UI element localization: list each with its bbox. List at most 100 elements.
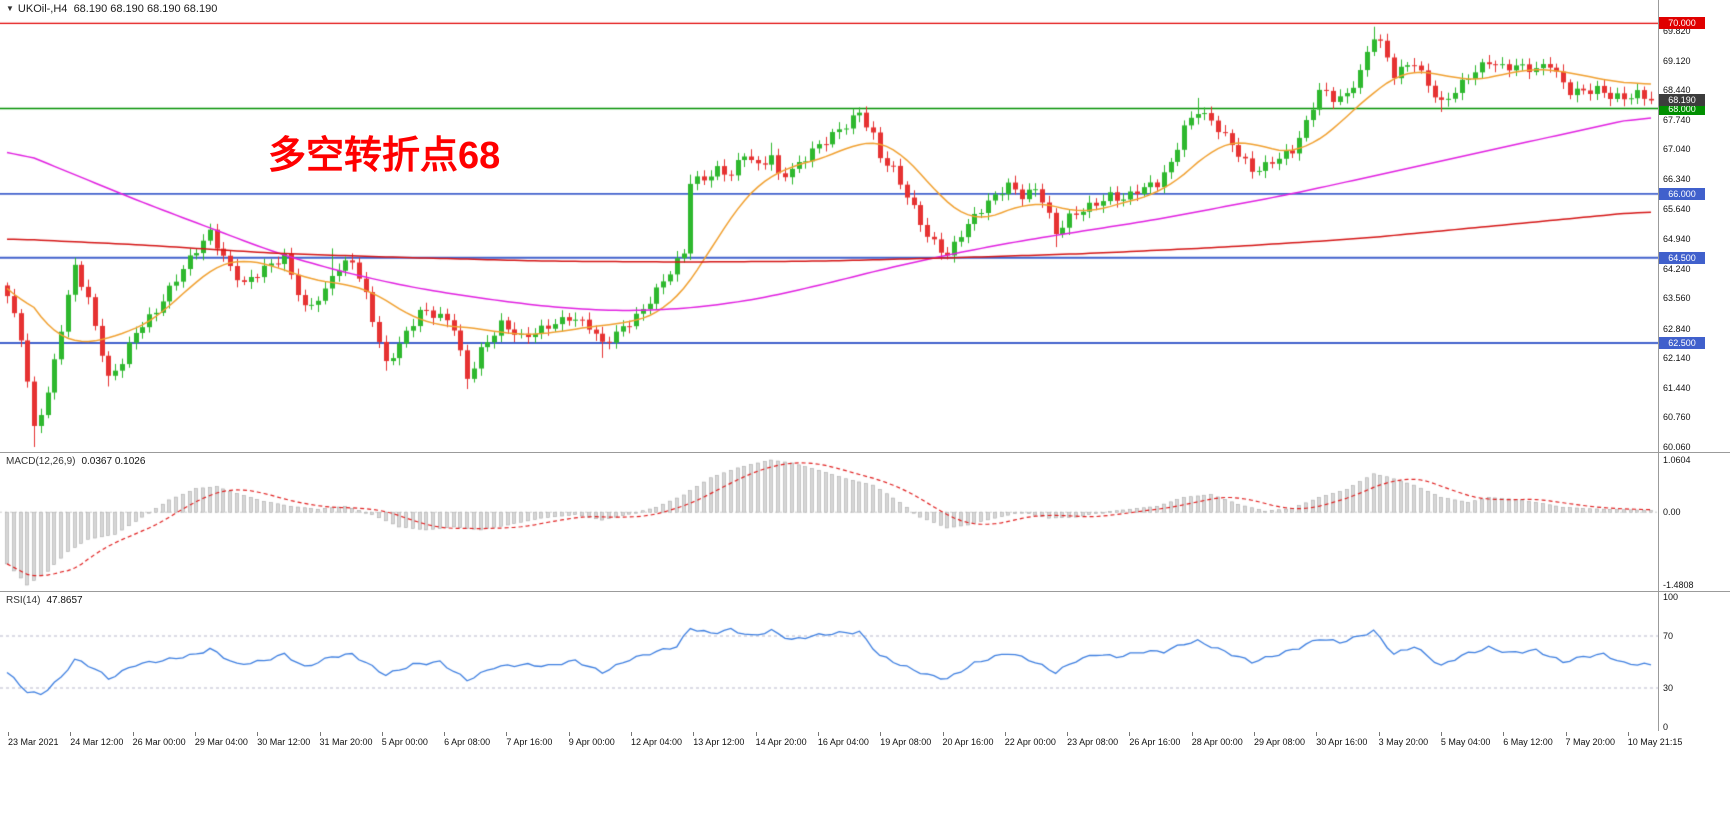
price-scale-label: 67.740 [1663, 114, 1691, 125]
time-axis-tick [257, 732, 259, 736]
macd-indicator-label: MACD(12,26,9) 0.0367 0.1026 [6, 456, 145, 467]
time-axis-tick [1191, 732, 1193, 736]
time-axis-label: 6 Apr 08:00 [444, 737, 491, 747]
time-axis-tick [1129, 732, 1131, 736]
chart-annotation-text[interactable]: 多空转折点68 [268, 135, 501, 177]
time-axis-tick [1378, 732, 1380, 736]
time-axis-label: 22 Apr 00:00 [1004, 737, 1056, 747]
time-axis-label: 7 Apr 16:00 [506, 737, 553, 747]
macd-scale-label: 0.00 [1663, 507, 1681, 518]
macd-scale-label: 1.0604 [1663, 455, 1691, 466]
macd-canvas[interactable] [0, 452, 1658, 591]
rsi-name: RSI(14) [6, 595, 41, 606]
time-axis-label: 9 Apr 00:00 [568, 737, 615, 747]
price-scale-label: 67.040 [1663, 144, 1691, 155]
time-axis-tick [817, 732, 819, 736]
price-scale-label: 62.840 [1663, 323, 1691, 334]
symbol-timeframe-label: UKOil-,H4 [17, 3, 68, 15]
time-axis-label: 5 May 04:00 [1440, 737, 1491, 747]
time-axis-label: 13 Apr 12:00 [693, 737, 745, 747]
time-axis-label: 19 Apr 08:00 [880, 737, 932, 747]
price-level-badge: 64.500 [1659, 251, 1705, 264]
rsi-values: 47.8657 [46, 595, 83, 606]
price-scale-area[interactable]: 69.820 69.120 68.440 67.740 67.040 66.340 65.6… [1659, 0, 1730, 752]
time-axis-label: 5 Apr 00:00 [381, 737, 428, 747]
time-axis-tick [693, 732, 695, 736]
time-axis-tick [70, 732, 72, 736]
macd-values: 0.0367 0.1026 [81, 456, 146, 467]
time-axis-tick [506, 732, 508, 736]
time-axis-label: 31 Mar 20:00 [319, 737, 373, 747]
time-axis-tick [880, 732, 882, 736]
current-price-badge: 68.190 [1659, 94, 1705, 107]
price-scale-label: 66.340 [1663, 174, 1691, 185]
price-scale-label: 64.240 [1663, 263, 1691, 274]
rsi-scale-label: 0 [1663, 722, 1669, 732]
time-axis-label: 3 May 20:00 [1378, 737, 1429, 747]
time-axis-label: 28 Apr 00:00 [1191, 737, 1243, 747]
time-axis-label: 29 Mar 04:00 [194, 737, 248, 747]
price-scale-label: 61.440 [1663, 383, 1691, 394]
time-axis-tick [1565, 732, 1567, 736]
panel-separator[interactable] [0, 452, 1730, 453]
time-axis-tick [755, 732, 757, 736]
time-axis-label: 29 Apr 08:00 [1254, 737, 1306, 747]
time-axis-tick [942, 732, 944, 736]
time-axis-tick [444, 732, 446, 736]
time-axis-tick [1503, 732, 1505, 736]
time-axis-label: 26 Mar 00:00 [132, 737, 186, 747]
price-scale-label: 64.940 [1663, 234, 1691, 244]
macd-name: MACD(12,26,9) [6, 456, 76, 467]
time-axis-label: 16 Apr 04:00 [817, 737, 869, 747]
rsi-scale-label: 30 [1663, 683, 1674, 693]
time-axis-tick [1440, 732, 1442, 736]
time-axis-tick [1254, 732, 1255, 736]
chart-dropdown-icon[interactable]: ▼ [6, 4, 14, 13]
time-axis-label: 23 Mar 2021 [8, 737, 59, 747]
time-axis-tick [194, 732, 196, 736]
time-axis-label: 23 Apr 08:00 [1067, 737, 1119, 747]
rsi-scale-label: 100 [1663, 592, 1679, 602]
price-scale-label: 65.640 [1663, 204, 1691, 215]
time-axis-label: 6 May 12:00 [1503, 737, 1553, 747]
price-scale-label: 69.820 [1663, 26, 1691, 36]
ohlc-values: 68.190 68.190 68.190 68.190 [73, 3, 218, 15]
time-axis-label: 14 Apr 20:00 [755, 737, 807, 747]
time-axis-tick [568, 732, 570, 736]
rsi-scale-label: 70 [1663, 631, 1674, 641]
time-axis-label: 20 Apr 16:00 [942, 737, 994, 747]
macd-scale-label: -1.4808 [1663, 580, 1694, 591]
price-level-badge: 70.000 [1659, 17, 1705, 30]
time-axis-label: 30 Apr 16:00 [1316, 737, 1368, 747]
time-axis-label: 7 May 20:00 [1565, 737, 1616, 747]
time-axis-tick [1627, 732, 1629, 736]
time-axis-tick [319, 732, 321, 736]
rsi-indicator-label: RSI(14) 47.8657 [6, 595, 83, 606]
price-level-badge: 66.000 [1659, 187, 1705, 200]
price-scale-label: 63.560 [1663, 292, 1691, 303]
time-axis-tick [631, 732, 632, 736]
time-axis-tick [1067, 732, 1069, 736]
scale-separator [1658, 0, 1659, 752]
time-axis-label: 24 Mar 12:00 [70, 737, 124, 747]
time-axis-tick [8, 732, 9, 736]
symbol-info-bar: ▼ UKOil-,H4 68.190 68.190 68.190 68.190 [6, 3, 217, 15]
price-scale-label: 60.060 [1663, 442, 1691, 452]
time-axis-label: 26 Apr 16:00 [1129, 737, 1181, 747]
price-scale-label: 69.120 [1663, 55, 1691, 66]
price-scale-label: 62.140 [1663, 353, 1691, 364]
time-axis-label: 10 May 21:15 [1627, 737, 1683, 747]
time-axis-tick [381, 732, 383, 736]
time-axis-tick [132, 732, 134, 736]
time-axis-tick [1316, 732, 1318, 736]
time-axis-label: 30 Mar 12:00 [257, 737, 311, 747]
price-scale-label: 60.760 [1663, 412, 1691, 423]
price-level-badge: 62.500 [1659, 337, 1705, 349]
time-axis[interactable]: 23 Mar 2021 24 Mar 12:00 26 Mar 00:00 29 Ma… [0, 731, 1730, 752]
panel-separator[interactable] [0, 591, 1730, 592]
price-scale-label: 68.440 [1663, 84, 1691, 95]
time-axis-label: 12 Apr 04:00 [631, 737, 683, 747]
price-chart-canvas[interactable] [0, 0, 1658, 452]
rsi-canvas[interactable] [0, 591, 1658, 731]
